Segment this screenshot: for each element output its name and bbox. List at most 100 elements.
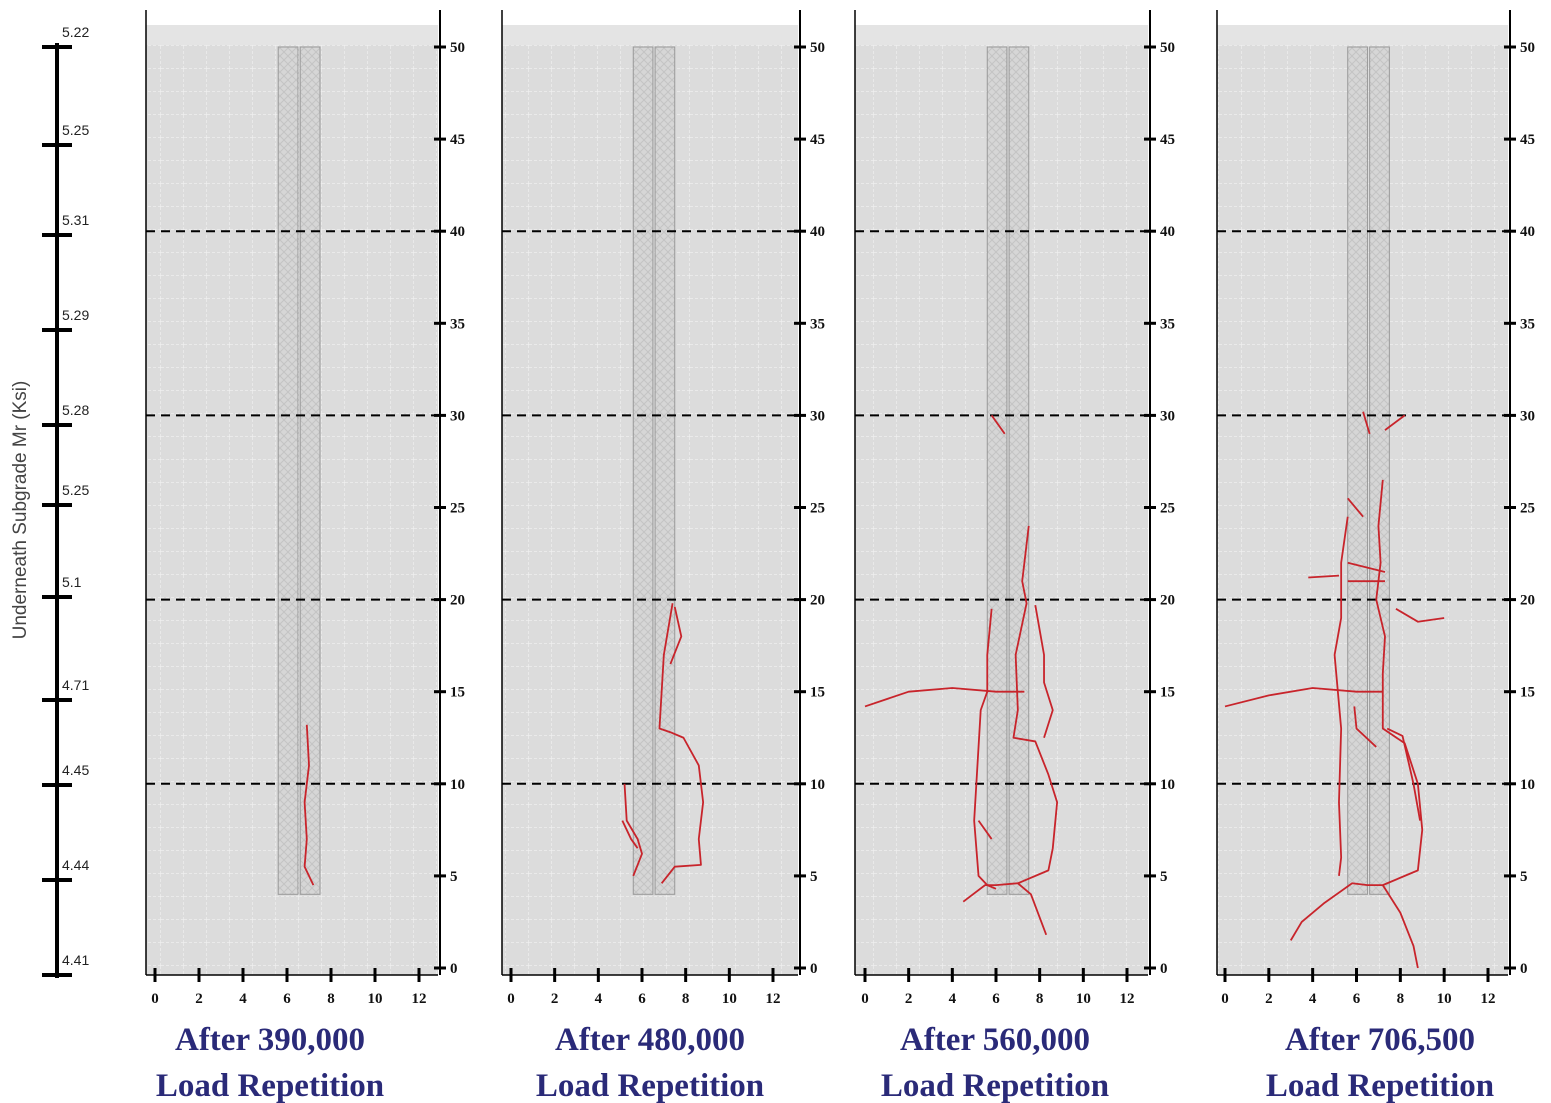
x-tick-label: 2 — [905, 991, 913, 1007]
panel-subtitle: Load Repetition — [881, 1068, 1109, 1103]
panel-title: After 706,500 — [1285, 1022, 1475, 1058]
crack — [973, 608, 997, 890]
crack — [669, 606, 683, 665]
slab-left — [277, 46, 299, 895]
y-tick-label: 5 — [450, 869, 458, 885]
top-band — [855, 25, 1148, 45]
crack — [1382, 884, 1419, 969]
crack — [1386, 727, 1421, 821]
panel-subtitle: Load Repetition — [536, 1068, 764, 1103]
x-tick-label: 8 — [1397, 991, 1405, 1007]
crack — [1384, 414, 1406, 431]
y-tick-label: 50 — [810, 40, 825, 56]
y-tick-label: 35 — [1520, 316, 1535, 332]
y-tick-label: 15 — [1520, 685, 1535, 701]
y-tick-label: 30 — [450, 408, 465, 424]
slab-right — [299, 46, 321, 895]
crack — [1017, 882, 1048, 936]
top-band — [502, 25, 798, 45]
y-tick-label: 25 — [450, 501, 465, 517]
y-tick-label: 50 — [450, 40, 465, 56]
crack — [962, 525, 1059, 903]
x-tick-label: 12 — [412, 991, 427, 1007]
crack — [623, 783, 643, 877]
crack — [1034, 604, 1054, 739]
y-tick-label: 0 — [810, 961, 818, 977]
left-axis-label: 4.44 — [62, 857, 89, 873]
left-axis-label: 4.71 — [62, 677, 89, 693]
y-tick-label: 15 — [1160, 685, 1175, 701]
x-tick-label: 8 — [1036, 991, 1044, 1007]
y-tick-label: 45 — [1520, 132, 1535, 148]
left-axis-label: 5.29 — [62, 307, 89, 323]
panel-title: After 390,000 — [175, 1022, 365, 1058]
x-tick-label: 10 — [368, 991, 383, 1007]
panel-title: After 480,000 — [555, 1022, 745, 1058]
slab-right — [654, 46, 676, 895]
x-tick-label: 4 — [949, 991, 957, 1007]
x-tick-label: 4 — [595, 991, 603, 1007]
x-tick-label: 12 — [1120, 991, 1135, 1007]
x-tick-label: 0 — [1221, 991, 1229, 1007]
y-tick-label: 50 — [1160, 40, 1175, 56]
crack — [1333, 516, 1349, 877]
y-tick-label: 35 — [1160, 316, 1175, 332]
y-tick-label: 40 — [1520, 224, 1535, 240]
y-tick-label: 20 — [1520, 593, 1535, 609]
y-tick-label: 20 — [450, 593, 465, 609]
left-axis-label: 4.41 — [62, 952, 89, 968]
y-tick-label: 25 — [810, 501, 825, 517]
crack — [1347, 561, 1386, 573]
y-tick-label: 0 — [1520, 961, 1528, 977]
crack — [1224, 687, 1383, 708]
x-tick-label: 6 — [638, 991, 646, 1007]
slab-left — [632, 46, 654, 895]
crack — [1395, 608, 1445, 623]
x-tick-label: 8 — [682, 991, 690, 1007]
x-tick-label: 2 — [1265, 991, 1273, 1007]
y-tick-label: 45 — [810, 132, 825, 148]
crack — [977, 820, 993, 840]
y-tick-label: 0 — [1160, 961, 1168, 977]
y-tick-label: 40 — [810, 224, 825, 240]
y-tick-label: 5 — [810, 869, 818, 885]
x-tick-label: 10 — [1437, 991, 1452, 1007]
left-axis-label: 5.25 — [62, 122, 89, 138]
x-tick-label: 6 — [992, 991, 1000, 1007]
x-tick-label: 10 — [1076, 991, 1091, 1007]
x-tick-label: 0 — [861, 991, 869, 1007]
y-tick-label: 25 — [1160, 501, 1175, 517]
x-tick-label: 10 — [722, 991, 737, 1007]
slab-right — [1369, 46, 1390, 895]
x-tick-label: 0 — [151, 991, 159, 1007]
y-tick-label: 30 — [1520, 408, 1535, 424]
panel-subtitle: Load Repetition — [1266, 1068, 1494, 1103]
x-tick-label: 8 — [327, 991, 335, 1007]
slab-left — [986, 46, 1008, 895]
y-tick-label: 5 — [1160, 869, 1168, 885]
y-tick-label: 40 — [450, 224, 465, 240]
y-tick-label: 20 — [810, 593, 825, 609]
x-tick-label: 4 — [1309, 991, 1317, 1007]
crack — [621, 820, 639, 849]
left-axis-label: 5.31 — [62, 212, 89, 228]
x-tick-label: 2 — [195, 991, 203, 1007]
x-tick-label: 6 — [283, 991, 291, 1007]
y-tick-label: 10 — [1160, 777, 1175, 793]
crack — [1353, 706, 1377, 748]
y-tick-label: 20 — [1160, 593, 1175, 609]
crack — [864, 687, 1025, 708]
crack — [303, 724, 315, 886]
x-tick-label: 4 — [239, 991, 247, 1007]
top-band — [146, 25, 438, 45]
crack — [990, 414, 1006, 435]
y-tick-label: 30 — [1160, 408, 1175, 424]
crack — [1347, 497, 1364, 518]
crack — [1362, 411, 1371, 435]
y-tick-label: 40 — [1160, 224, 1175, 240]
x-tick-label: 0 — [507, 991, 515, 1007]
y-tick-label: 30 — [810, 408, 825, 424]
